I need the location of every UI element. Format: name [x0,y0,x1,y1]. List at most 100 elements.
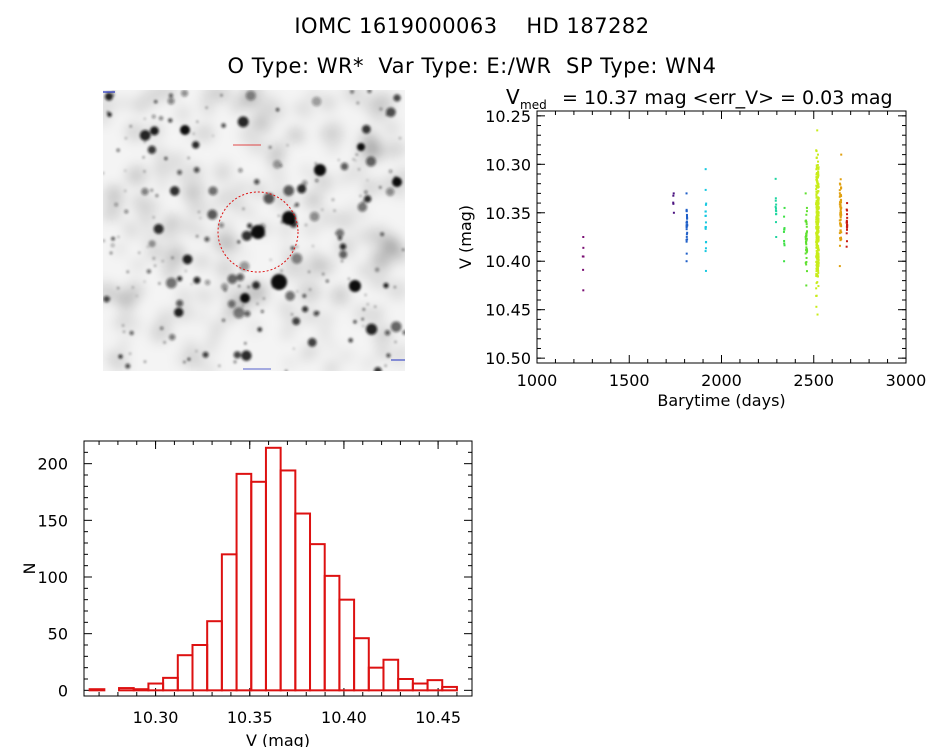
light-curve-point [817,173,820,176]
light-curve-point [839,183,842,186]
sky-star [363,195,372,203]
light-curve-point [816,211,819,214]
sky-star [143,280,146,283]
sky-haze-blob [113,198,123,208]
light-curve-point [817,248,820,251]
sky-star [384,330,391,336]
vmed-subscript: med [520,98,547,112]
sky-star [365,156,377,167]
light-curve-point [816,221,819,224]
sky-star [237,116,249,128]
light-curve-point [685,235,688,238]
light-curve-point [816,275,819,278]
light-curve-point [815,274,818,277]
light-curve-point [805,248,808,251]
light-curve-point [816,235,819,238]
x-axis-label: Barytime (days) [657,391,785,410]
vmed-stats: = 10.37 mag <err_V> = 0.03 mag [556,87,893,109]
sky-star [305,224,307,226]
light-curve-point [775,203,778,206]
light-curve-point [816,204,819,207]
y-tick-label: 10.40 [485,252,531,271]
sky-star [104,92,113,101]
sky-star [295,245,299,248]
light-curve-point [817,262,820,265]
light-curve-point [840,212,843,215]
light-curve-point [815,202,818,205]
sky-stars [103,90,405,371]
light-curve-point [816,240,819,243]
light-curve-point [816,163,819,166]
sky-star [388,169,393,174]
sky-haze-blob [287,261,308,282]
light-curve-point [815,173,818,176]
light-curve-point [817,202,820,205]
light-curve-point [817,261,820,264]
sky-haze-blob [145,197,162,214]
sky-star [103,239,105,242]
light-curve-point [816,199,819,202]
light-curve-point [817,227,820,230]
light-curve-point [845,221,848,224]
sky-star [384,364,387,367]
sky-star [331,198,335,202]
sky-haze-blob [118,97,130,110]
sky-star [402,330,405,335]
light-curve-point [816,313,819,316]
light-curve-point [817,219,820,222]
light-curve-point [805,270,808,273]
sky-star [283,185,295,196]
sky-haze-blob [249,285,269,306]
sky-haze-blob [215,259,235,278]
light-curve-point [839,205,842,208]
light-curve-point [838,232,841,235]
light-curve-point [815,255,818,258]
sky-haze-blob [348,201,358,211]
light-curve-point [839,194,842,197]
sky-star [394,341,397,343]
light-curve-point [817,227,820,230]
sky-star [311,96,322,107]
light-curve-point [839,215,842,218]
sky-star [254,179,260,185]
histogram-bar [220,553,238,692]
light-curve-point [783,260,786,263]
sky-star [268,146,272,149]
chart-title-identifiers: IOMC 1619000063 HD 187282 [0,14,944,38]
light-curve-point [805,263,808,266]
light-curve-point [817,211,820,214]
light-curve-point [839,230,842,233]
light-curve-point [774,199,777,202]
sky-haze-blob [145,243,164,261]
sky-star [107,112,112,117]
light-curve-point [816,202,819,205]
hist-y-axis-label: N [20,563,39,575]
light-curve-point [817,244,820,247]
sky-star [208,186,218,196]
sky-haze-blob [157,179,167,189]
sky-haze-blob [169,232,180,243]
light-curve-point [817,259,820,262]
sky-star [199,217,202,219]
light-curve-point [816,230,819,233]
light-curve-point [817,186,820,189]
light-curve-point [774,221,777,224]
sky-star [302,294,307,298]
light-curve-point [817,252,820,255]
sky-haze-blob [196,124,214,142]
sky-haze-blob [398,345,405,355]
light-curve-point [815,251,818,254]
sky-star [112,93,115,97]
light-curve-point [846,209,849,212]
vartype-value: E:/WR [486,54,552,78]
light-curve-point [816,237,819,240]
sky-star [227,274,238,284]
sky-haze-blob [182,292,192,301]
light-curve-point [805,243,808,246]
light-curve-point [840,186,843,189]
light-curve-point [783,227,786,230]
sky-haze-blob [396,169,405,178]
sky-bright-star [357,143,365,151]
light-curve-point [686,238,689,241]
light-curve-point [838,182,841,185]
